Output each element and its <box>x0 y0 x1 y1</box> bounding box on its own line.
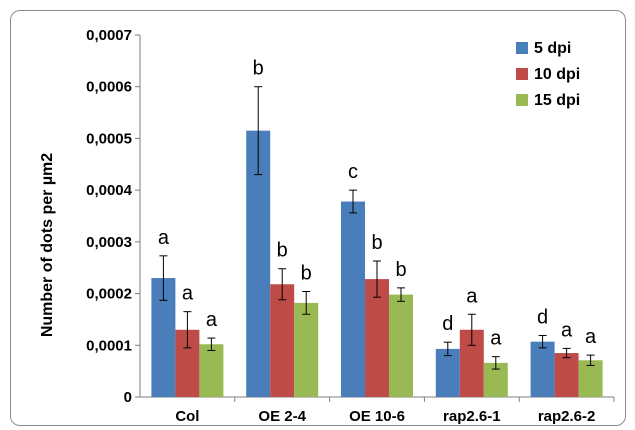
bar <box>578 360 603 397</box>
x-tick-label: Col <box>175 408 199 425</box>
significance-letter: b <box>277 240 288 262</box>
significance-letter: a <box>182 283 194 305</box>
significance-letter: a <box>585 326 597 348</box>
legend-swatch <box>516 94 528 106</box>
bar <box>435 348 460 397</box>
y-tick-label: 0,0006 <box>86 79 132 96</box>
bar <box>341 201 365 397</box>
y-tick-label: 0,0003 <box>86 234 132 251</box>
x-tick-label: rap2.6-2 <box>538 408 596 425</box>
legend-swatch <box>516 68 528 80</box>
chart-frame <box>10 10 626 426</box>
significance-letter: a <box>206 309 218 331</box>
y-tick-label: 0,0007 <box>86 27 132 44</box>
bar <box>199 344 224 397</box>
significance-letter: b <box>395 259 406 281</box>
y-tick-label: 0,0001 <box>86 337 132 354</box>
y-tick-label: 0,0002 <box>86 286 132 303</box>
x-tick-label: rap2.6-1 <box>443 408 501 425</box>
y-tick-label: 0,0004 <box>86 182 133 199</box>
legend-label: 10 dpi <box>534 66 580 83</box>
significance-letter: b <box>253 58 264 80</box>
legend-label: 15 dpi <box>534 92 580 109</box>
x-tick-label: OE 10-6 <box>349 408 405 425</box>
y-axis-label: Number of dots per µm2 <box>39 153 56 337</box>
significance-letter: b <box>371 232 382 254</box>
significance-letter: a <box>466 285 478 307</box>
significance-letter: d <box>537 306 548 328</box>
bar <box>389 294 413 397</box>
legend-label: 5 dpi <box>534 40 571 57</box>
bar <box>530 341 555 397</box>
bars <box>151 86 603 397</box>
legend: 5 dpi 10 dpi 15 dpi <box>516 40 580 109</box>
x-tick-label: OE 2-4 <box>258 408 306 425</box>
significance-letter: d <box>442 313 453 335</box>
bar <box>365 279 389 397</box>
bar <box>554 353 579 397</box>
significance-letter: b <box>301 263 312 285</box>
significance-letter: c <box>348 161 358 183</box>
significance-letter: a <box>158 227 170 249</box>
axes: 0 0,0001 0,0002 0,0003 0,0004 0,0005 0,0006 0,0… <box>86 27 615 425</box>
legend-swatch <box>516 42 528 54</box>
y-tick-label: 0,0005 <box>86 130 132 147</box>
bar <box>270 284 295 397</box>
bar <box>294 302 319 397</box>
y-tick-label: 0 <box>124 389 132 406</box>
significance-letter: a <box>490 328 502 350</box>
significance-letter: a <box>561 319 573 341</box>
